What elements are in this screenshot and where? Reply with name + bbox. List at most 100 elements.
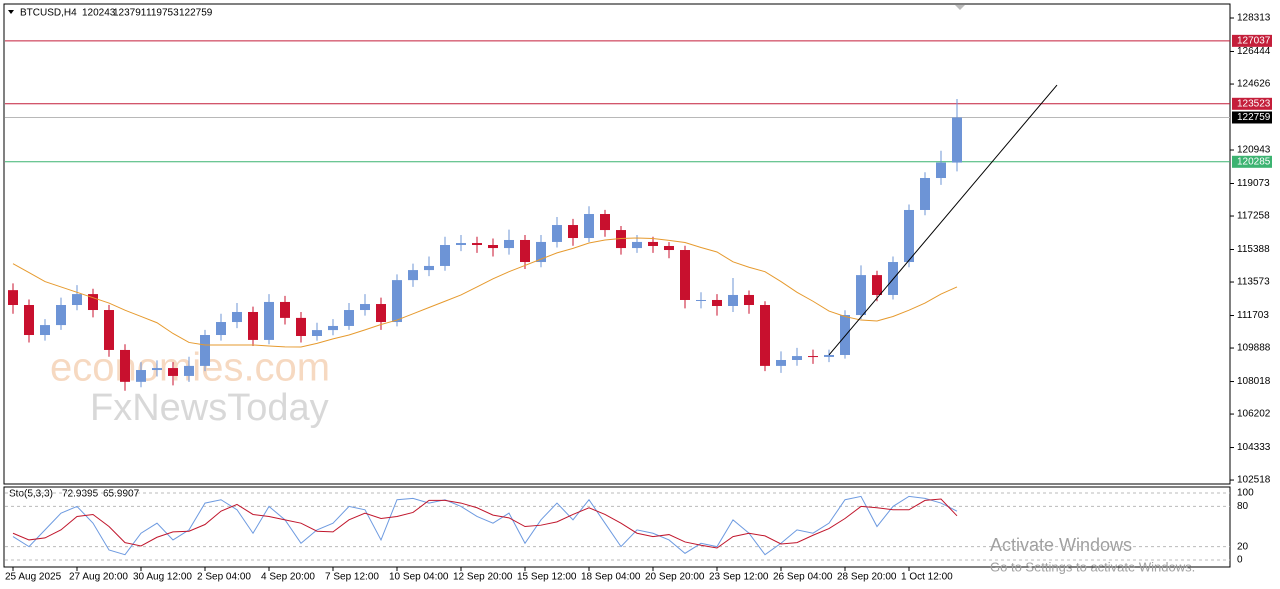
candle-body — [904, 209, 914, 263]
candle-body — [632, 241, 642, 249]
candle-body — [424, 265, 434, 271]
y-tick-label: 108018 — [1237, 376, 1271, 387]
y-tick-label: 0 — [1237, 555, 1243, 566]
candle-body — [136, 370, 146, 382]
candle-body — [824, 354, 834, 357]
indicator-value: 65.9907 — [103, 489, 140, 500]
x-tick-label: 26 Sep 04:00 — [773, 572, 833, 583]
level-label-box — [1232, 155, 1272, 168]
candle-body — [920, 178, 930, 210]
x-tick-label: 28 Sep 20:00 — [837, 572, 897, 583]
level-label: 120285 — [1237, 156, 1271, 167]
candle-body — [216, 322, 226, 336]
line — [12, 498, 958, 549]
candle-body — [248, 311, 258, 340]
x-tick-label: 15 Sep 12:00 — [517, 572, 577, 583]
x-tick-label: 10 Sep 04:00 — [389, 572, 449, 583]
y-tick-label: 111703 — [1237, 310, 1269, 321]
level-label-box — [1232, 111, 1272, 124]
candle-body — [344, 310, 354, 326]
candle-body — [600, 214, 610, 231]
menu-arrow[interactable] — [8, 10, 14, 14]
y-tick-label: 106202 — [1237, 409, 1271, 420]
candle-body — [456, 243, 466, 246]
level-label: 122759 — [1237, 112, 1271, 123]
candle-body — [776, 359, 786, 366]
symbol: BTCUSD,H4 — [20, 8, 77, 19]
x-tick-label: 18 Sep 04:00 — [581, 572, 641, 583]
line — [12, 495, 958, 556]
x-tick-label: 27 Aug 20:00 — [69, 572, 128, 583]
x-tick-label: 25 Aug 2025 — [5, 572, 62, 583]
candle-body — [872, 275, 882, 295]
candle-body — [728, 294, 738, 306]
y-tick-label: 119073 — [1237, 178, 1270, 189]
candle-body — [40, 325, 50, 336]
candle-body — [184, 365, 194, 376]
os-notice-title: Activate Windows — [990, 535, 1132, 555]
x-tick-label: 23 Sep 12:00 — [709, 572, 769, 583]
candle-body — [360, 304, 370, 311]
y-tick-label: 124626 — [1237, 79, 1271, 90]
candle-body — [696, 299, 706, 301]
x-tick-label: 4 Sep 20:00 — [261, 572, 315, 583]
candle-body — [472, 243, 482, 246]
level-label: 127037 — [1237, 36, 1271, 47]
y-tick-label: 128313 — [1237, 13, 1271, 24]
level-label-box — [1232, 34, 1272, 47]
candle-body — [88, 294, 98, 311]
indicator-value: 72.9395 — [62, 489, 99, 500]
watermark: FxNewsToday — [90, 387, 329, 429]
y-tick-label: 120943 — [1237, 145, 1271, 156]
candle-body — [488, 245, 498, 249]
candle-body — [8, 290, 18, 306]
candle-body — [280, 301, 290, 318]
candle-body — [72, 294, 82, 306]
candle-body — [680, 250, 690, 300]
candle-body — [120, 349, 130, 382]
candle-body — [232, 311, 242, 323]
y-tick-label: 80 — [1237, 501, 1249, 512]
level-label: 123523 — [1237, 98, 1271, 109]
candle-body — [104, 310, 114, 350]
x-tick-label: 7 Sep 12:00 — [325, 572, 379, 583]
candle-body — [408, 270, 418, 281]
candle-body — [168, 368, 178, 376]
level-label-box — [1232, 97, 1272, 110]
candle-body — [312, 330, 322, 336]
candle-body — [584, 214, 594, 239]
indicator-name: Sto(5,3,3) — [9, 489, 53, 500]
candle-body — [328, 325, 338, 331]
y-tick-label: 20 — [1237, 541, 1249, 552]
candle-body — [24, 305, 34, 336]
candle-body — [840, 315, 850, 355]
main-panel — [3, 3, 1231, 485]
y-tick-label: 126444 — [1237, 46, 1271, 57]
y-tick-label: 102518 — [1237, 475, 1271, 486]
candle-body — [568, 225, 578, 239]
trendline — [828, 84, 1058, 356]
candle-body — [200, 335, 210, 366]
candle-body — [744, 294, 754, 306]
ohlc-open: 120243 — [82, 8, 116, 19]
candle-body — [56, 305, 66, 326]
candle-body — [664, 245, 674, 251]
candle-body — [392, 280, 402, 323]
candle-body — [712, 299, 722, 306]
candle-body — [520, 239, 530, 263]
candle-body — [648, 241, 658, 246]
candle-body — [952, 117, 962, 163]
y-tick-label: 115388 — [1237, 244, 1270, 255]
candle-body — [376, 304, 386, 323]
candle-body — [440, 245, 450, 266]
candle-body — [536, 241, 546, 263]
x-tick-label: 30 Aug 12:00 — [133, 572, 192, 583]
ohlc-close: 122759 — [179, 8, 213, 19]
x-tick-label: 2 Sep 04:00 — [197, 572, 251, 583]
candle-body — [936, 162, 946, 179]
ohlc-high: 123791 — [113, 8, 147, 19]
ohlc-low: 119753 — [146, 8, 179, 19]
candle-body — [808, 356, 818, 358]
